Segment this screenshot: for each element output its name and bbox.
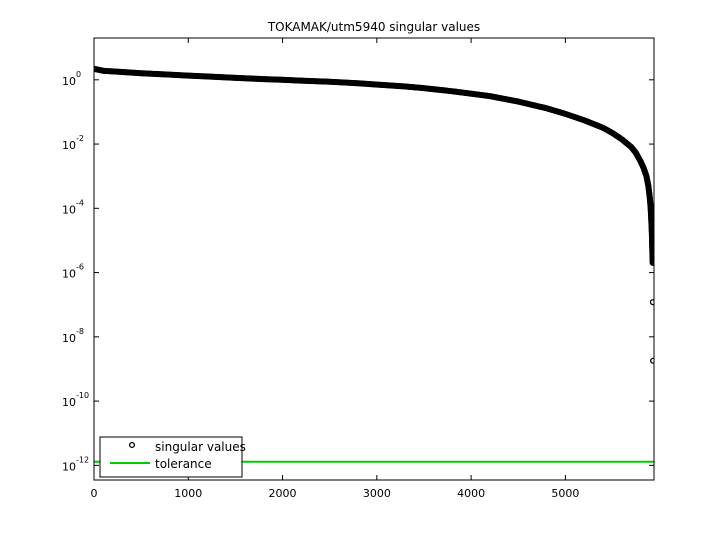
y-tick-label: 10-10 [62, 391, 89, 409]
x-tick-label: 2000 [269, 487, 297, 500]
y-tick-label: 10-12 [62, 455, 89, 473]
data-point [650, 357, 654, 364]
y-tick-label-base: 10 [62, 139, 76, 152]
y-tick-label-base: 10 [62, 268, 76, 281]
y-tick-label-exponent: -4 [76, 198, 84, 207]
y-tick-label-exponent: -6 [76, 263, 84, 272]
y-tick-label-base: 10 [62, 75, 76, 88]
y-tick-label: 10-4 [62, 198, 84, 216]
y-tick-label: 10-2 [62, 134, 84, 152]
legend-label-tolerance: tolerance [155, 457, 212, 471]
plot-marks [94, 65, 654, 463]
y-tick-label-exponent: -8 [76, 327, 84, 336]
y-tick-label-base: 10 [62, 203, 76, 216]
y-tick-label-exponent: -2 [76, 134, 84, 143]
y-tick-label-base: 10 [62, 332, 76, 345]
data-point [649, 259, 654, 266]
x-tick-label: 5000 [551, 487, 579, 500]
x-tick-label: 4000 [457, 487, 485, 500]
plot-area [94, 65, 654, 463]
singular-values-series [94, 65, 654, 364]
y-tick-label: 10-8 [62, 327, 84, 345]
y-tick-label-exponent: 0 [76, 70, 81, 79]
x-tick-label: 3000 [363, 487, 391, 500]
y-tick-label-base: 10 [62, 396, 76, 409]
chart-title: TOKAMAK/utm5940 singular values [267, 20, 480, 34]
legend-marker-singular-values [128, 441, 136, 449]
axes: 0 1000 2000 3000 4000 500010010-210-410-610-8… [62, 38, 654, 500]
plot-frame [93, 37, 655, 481]
x-tick-label: 1000 [174, 487, 202, 500]
data-point [649, 299, 654, 306]
legend-label-singular-values: singular values [155, 440, 246, 454]
y-tick-label: 100 [62, 70, 81, 88]
x-tick-label: 0 [91, 487, 98, 500]
y-tick-label: 10-6 [62, 263, 84, 281]
y-tick-label-base: 10 [62, 460, 76, 473]
legend: singular values tolerance [99, 436, 246, 478]
legend-box [99, 436, 243, 478]
y-tick-label-exponent: -10 [76, 391, 89, 400]
y-tick-label-exponent: -12 [76, 455, 89, 464]
